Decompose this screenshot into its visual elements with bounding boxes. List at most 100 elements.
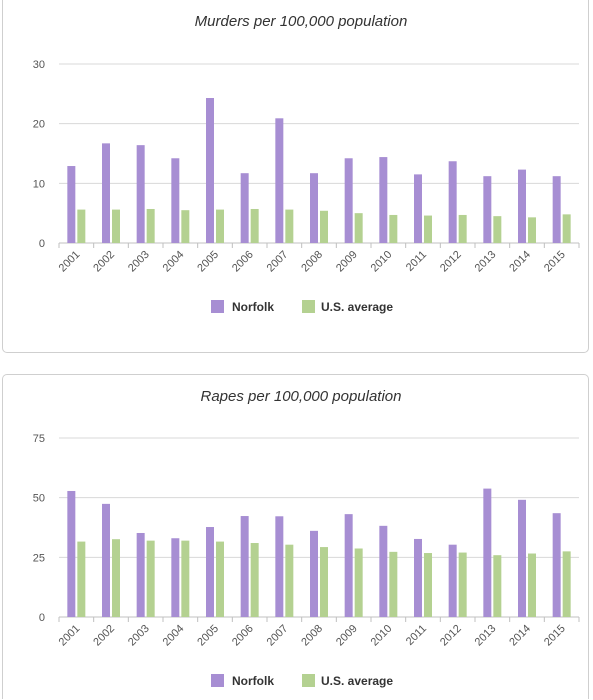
bar-norfolk-2008[interactable] xyxy=(310,173,318,243)
bar-us-average-2005[interactable] xyxy=(216,209,224,243)
y-tick-label: 50 xyxy=(33,493,45,505)
bar-us-average-2004[interactable] xyxy=(181,540,190,617)
x-tick-label: 2014 xyxy=(507,249,533,275)
legend-label: Norfolk xyxy=(232,674,274,688)
bar-norfolk-2004[interactable] xyxy=(171,158,180,243)
bar-us-average-2006[interactable] xyxy=(250,208,259,243)
x-tick-label: 2005 xyxy=(195,249,221,275)
murders-chart: Murders per 100,000 population 0 10 20 30 20… xyxy=(33,13,580,314)
bar-norfolk-2009[interactable] xyxy=(344,158,353,243)
legend-item-us-average[interactable]: U.S. average xyxy=(302,300,393,314)
bar-us-average-2009[interactable] xyxy=(354,548,363,617)
y-tick-label: 30 xyxy=(33,59,45,71)
bar-norfolk-2012[interactable] xyxy=(448,161,457,243)
x-tick-label: 2009 xyxy=(334,249,360,275)
bar-norfolk-2012[interactable] xyxy=(448,544,457,617)
x-tick-label: 2007 xyxy=(265,623,291,649)
bar-norfolk-2010[interactable] xyxy=(379,525,388,617)
bar-norfolk-2009[interactable] xyxy=(344,514,353,617)
bar-norfolk-2006[interactable] xyxy=(240,516,249,617)
bar-us-average-2002[interactable] xyxy=(112,209,120,243)
bar-us-average-2013[interactable] xyxy=(493,555,502,617)
x-tick-label: 2011 xyxy=(404,623,429,648)
legend-item-us-average[interactable]: U.S. average xyxy=(302,674,393,688)
bar-us-average-2001[interactable] xyxy=(77,209,86,243)
bar-norfolk-2003[interactable] xyxy=(136,145,145,243)
y-tick-label: 10 xyxy=(33,178,45,190)
bar-us-average-2011[interactable] xyxy=(424,215,432,243)
bar-us-average-2012[interactable] xyxy=(458,214,467,243)
bar-us-average-2007[interactable] xyxy=(285,209,294,243)
bar-us-average-2007[interactable] xyxy=(285,544,294,617)
bar-us-average-2003[interactable] xyxy=(146,208,155,243)
x-tick-label: 2002 xyxy=(91,249,117,275)
bar-us-average-2010[interactable] xyxy=(389,551,398,617)
bar-us-average-2011[interactable] xyxy=(424,553,432,617)
bar-norfolk-2011[interactable] xyxy=(414,538,422,617)
x-tick-label: 2006 xyxy=(230,623,256,649)
bar-norfolk-2005[interactable] xyxy=(206,527,214,617)
x-tick-label: 2014 xyxy=(507,623,533,649)
bar-us-average-2005[interactable] xyxy=(216,541,224,617)
bar-norfolk-2011[interactable] xyxy=(414,174,422,243)
bar-us-average-2006[interactable] xyxy=(250,543,259,617)
legend-label: Norfolk xyxy=(232,300,274,314)
y-tick-label: 0 xyxy=(39,612,45,624)
bar-us-average-2004[interactable] xyxy=(181,210,190,243)
legend-swatch xyxy=(211,674,224,687)
x-tick-label: 2001 xyxy=(57,249,83,275)
bar-us-average-2015[interactable] xyxy=(562,551,571,617)
bar-us-average-2015[interactable] xyxy=(562,214,571,243)
bar-us-average-2012[interactable] xyxy=(458,552,467,617)
legend-item-norfolk[interactable]: Norfolk xyxy=(211,300,274,314)
bar-norfolk-2010[interactable] xyxy=(379,157,388,243)
y-tick-label: 75 xyxy=(33,433,45,445)
bar-us-average-2009[interactable] xyxy=(354,213,363,243)
bar-norfolk-2014[interactable] xyxy=(518,169,526,243)
murders-chart-panel: Murders per 100,000 population 0 10 20 30 20… xyxy=(2,0,589,353)
bar-us-average-2010[interactable] xyxy=(389,214,398,243)
legend-label: U.S. average xyxy=(321,674,393,688)
x-tick-label: 2007 xyxy=(265,249,291,275)
bar-norfolk-2007[interactable] xyxy=(275,516,284,617)
legend-swatch xyxy=(302,674,315,687)
bar-norfolk-2013[interactable] xyxy=(483,176,492,243)
x-tick-label: 2003 xyxy=(126,249,152,275)
rapes-chart-panel: Rapes per 100,000 population 0 25 50 75 2001… xyxy=(2,374,589,699)
bar-norfolk-2001[interactable] xyxy=(67,166,76,243)
bar-norfolk-2014[interactable] xyxy=(518,499,526,617)
bar-us-average-2014[interactable] xyxy=(528,217,536,243)
bar-norfolk-2006[interactable] xyxy=(240,173,249,243)
bar-norfolk-2003[interactable] xyxy=(136,532,145,617)
bar-us-average-2008[interactable] xyxy=(320,210,328,243)
bar-norfolk-2002[interactable] xyxy=(102,503,110,617)
bar-norfolk-2008[interactable] xyxy=(310,530,318,617)
bar-norfolk-2015[interactable] xyxy=(552,513,561,617)
x-tick-label: 2011 xyxy=(404,249,429,274)
x-tick-label: 2002 xyxy=(91,623,117,649)
bar-norfolk-2002[interactable] xyxy=(102,143,110,243)
x-tick-label: 2004 xyxy=(161,249,187,275)
bar-us-average-2002[interactable] xyxy=(112,539,120,617)
bar-us-average-2001[interactable] xyxy=(77,541,86,617)
legend-item-norfolk[interactable]: Norfolk xyxy=(211,674,274,688)
bar-us-average-2014[interactable] xyxy=(528,553,536,617)
y-tick-label: 20 xyxy=(33,119,45,131)
chart-title: Murders per 100,000 population xyxy=(195,13,408,30)
bar-us-average-2008[interactable] xyxy=(320,547,328,617)
bar-us-average-2013[interactable] xyxy=(493,216,502,243)
legend-swatch xyxy=(211,300,224,313)
bar-norfolk-2013[interactable] xyxy=(483,488,492,617)
bar-norfolk-2015[interactable] xyxy=(552,176,561,243)
bar-norfolk-2004[interactable] xyxy=(171,538,180,617)
bar-norfolk-2007[interactable] xyxy=(275,118,284,243)
x-tick-label: 2005 xyxy=(195,623,221,649)
x-tick-label: 2008 xyxy=(299,249,325,275)
legend-swatch xyxy=(302,300,315,313)
bar-norfolk-2005[interactable] xyxy=(206,98,214,243)
bar-norfolk-2001[interactable] xyxy=(67,490,76,617)
x-tick-label: 2015 xyxy=(542,623,568,649)
bar-us-average-2003[interactable] xyxy=(146,540,155,617)
x-tick-label: 2010 xyxy=(369,249,395,275)
x-tick-label: 2013 xyxy=(473,623,499,649)
